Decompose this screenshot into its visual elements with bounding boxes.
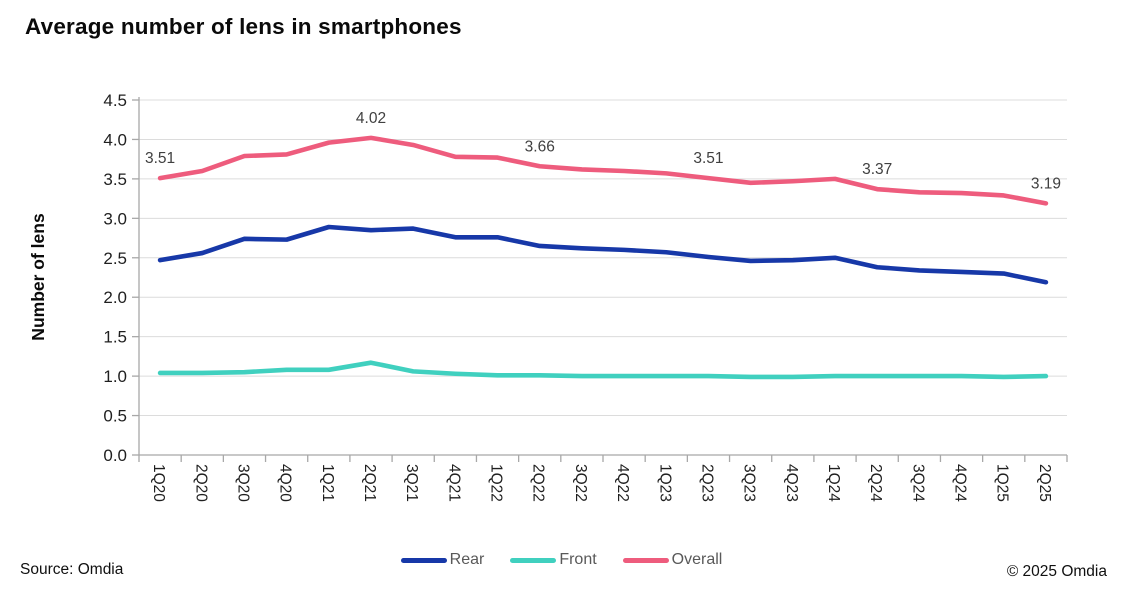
data-label: 3.37 (862, 161, 892, 178)
x-tick-label: 3Q24 (909, 464, 926, 502)
x-tick-label: 4Q20 (277, 464, 294, 502)
series-line-rear (157, 224, 1049, 285)
legend-item-overall: Overall (622, 551, 723, 569)
y-tick-label: 0.0 (103, 446, 127, 465)
overall-data-labels: 3.51 4.02 3.66 3.51 3.37 3.19 (145, 110, 1061, 192)
x-tick-label: 2Q23 (698, 464, 715, 502)
x-tick-label: 2Q25 (1036, 464, 1053, 502)
x-tick-label: 1Q24 (825, 464, 842, 502)
x-tick-label: 4Q22 (614, 464, 631, 502)
y-tick-label: 3.5 (103, 170, 127, 189)
data-label: 3.51 (145, 150, 175, 167)
y-tick-label: 2.5 (103, 249, 127, 268)
x-tick-label: 2Q21 (361, 464, 378, 502)
data-label: 4.02 (356, 110, 386, 127)
chart-title: Average number of lens in smartphones (25, 14, 462, 39)
series-line-overall (157, 135, 1049, 206)
legend-label-rear: Rear (449, 551, 485, 568)
data-label: 3.51 (693, 150, 723, 167)
y-tick-label: 3.0 (103, 209, 127, 228)
copyright-label: © 2025 Omdia (1006, 563, 1107, 580)
x-tick-label: 3Q23 (741, 464, 758, 502)
axes (132, 97, 1068, 462)
legend-swatch-overall-line (622, 557, 669, 563)
y-tick-label: 4.0 (103, 130, 127, 149)
y-tick-label: 1.5 (103, 328, 127, 347)
data-label: 3.19 (1031, 175, 1061, 192)
x-tick-label: 1Q23 (656, 464, 673, 502)
y-tick-label: 0.5 (103, 407, 127, 426)
x-tick-label: 3Q20 (234, 464, 251, 502)
data-label: 3.66 (525, 138, 555, 155)
x-tick-label: 2Q24 (867, 464, 884, 502)
source-label: Source: Omdia (20, 561, 124, 578)
legend-swatch-front-line (510, 557, 557, 563)
y-tick-label: 2.0 (103, 288, 127, 307)
legend-label-front: Front (559, 551, 597, 568)
x-tick-label: 1Q25 (994, 464, 1011, 502)
x-tick-label: 4Q21 (445, 464, 462, 502)
y-tick-label: 4.5 (103, 91, 127, 110)
legend-item-front: Front (510, 551, 597, 569)
y-axis-title: Number of lens (28, 213, 48, 341)
y-tick-label: 1.0 (103, 367, 127, 386)
x-axis-tick-labels: 1Q20 2Q20 3Q20 4Q20 1Q21 2Q21 3Q21 4Q21 1Q22 2Q22… (150, 464, 1053, 502)
legend-swatch-rear-line (400, 557, 447, 563)
x-tick-label: 1Q21 (319, 464, 336, 502)
x-tick-label: 3Q22 (572, 464, 589, 502)
legend-item-rear: Rear (400, 551, 485, 569)
x-tick-label: 2Q20 (192, 464, 209, 502)
y-axis-tick-labels: 0.0 0.5 1.0 1.5 2.0 2.5 3.0 3.5 4.0 4.5 (103, 91, 127, 465)
x-tick-label: 2Q22 (530, 464, 547, 502)
series-line-front (157, 360, 1049, 380)
chart-legend: Rear Front Overall (0, 551, 1123, 569)
legend-label-overall: Overall (671, 551, 723, 568)
x-tick-label: 4Q24 (952, 464, 969, 502)
x-tick-label: 4Q23 (783, 464, 800, 502)
x-tick-label: 1Q22 (488, 464, 505, 502)
x-tick-label: 1Q20 (150, 464, 167, 502)
x-tick-label: 3Q21 (403, 464, 420, 502)
